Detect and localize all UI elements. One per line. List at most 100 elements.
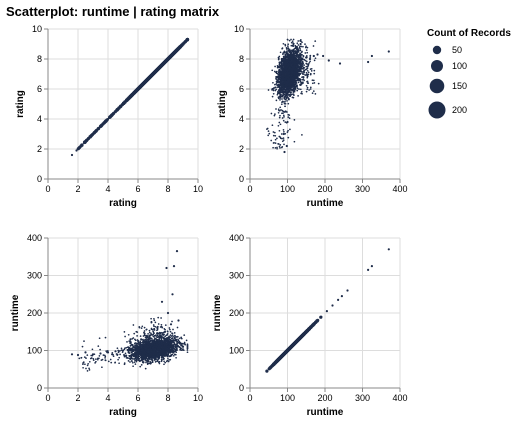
data-point <box>283 116 285 118</box>
data-point <box>285 50 288 53</box>
data-point <box>283 50 286 53</box>
data-point <box>279 123 282 126</box>
y-axis-title: rating <box>217 90 228 118</box>
data-point <box>299 79 302 82</box>
data-point <box>276 93 279 96</box>
data-point <box>276 147 278 150</box>
data-point <box>278 91 281 94</box>
data-point <box>283 102 286 105</box>
data-point <box>301 76 303 79</box>
data-point <box>276 137 278 140</box>
x-tick-label: 200 <box>317 184 332 194</box>
data-point <box>304 43 306 45</box>
data-point <box>299 70 301 73</box>
data-point <box>282 114 285 117</box>
data-point <box>287 43 290 46</box>
data-point <box>273 131 276 134</box>
data-point <box>306 74 309 76</box>
data-point <box>106 117 110 121</box>
data-point <box>296 87 299 90</box>
x-tick-label: 400 <box>392 184 407 194</box>
y-tick-label: 6 <box>37 84 42 94</box>
data-point <box>284 43 287 46</box>
data-point <box>287 45 289 47</box>
data-point <box>275 108 277 110</box>
data-point <box>274 113 276 115</box>
data-point <box>280 133 283 135</box>
data-point <box>301 54 303 56</box>
data-point <box>279 51 282 54</box>
data-point <box>272 146 274 149</box>
data-point <box>296 72 299 75</box>
y-tick-label: 4 <box>37 114 42 124</box>
data-point <box>133 90 137 94</box>
data-point <box>303 64 305 66</box>
point-cloud <box>76 37 190 151</box>
data-point <box>293 90 296 93</box>
data-point <box>277 70 280 72</box>
data-point <box>271 69 274 72</box>
y-tick-label: 8 <box>37 54 42 64</box>
data-point <box>297 95 299 97</box>
data-point <box>300 64 303 67</box>
data-point <box>297 79 300 82</box>
data-point <box>302 78 305 80</box>
data-point <box>280 146 283 149</box>
data-point <box>276 81 279 84</box>
data-point <box>288 93 291 96</box>
data-point <box>285 98 287 100</box>
data-point <box>277 58 280 61</box>
data-point <box>274 147 277 149</box>
data-point <box>278 77 281 79</box>
data-point <box>92 130 97 135</box>
y-tick-label: 4 <box>239 114 244 124</box>
data-point <box>313 69 316 72</box>
data-point <box>278 68 281 71</box>
data-point <box>142 81 146 85</box>
data-point <box>267 134 270 137</box>
data-point <box>311 79 314 82</box>
data-point <box>306 67 309 70</box>
data-point <box>299 55 302 57</box>
data-point <box>287 129 289 132</box>
data-point <box>280 103 283 106</box>
data-point <box>275 88 278 91</box>
data-point <box>178 45 182 49</box>
data-point <box>305 49 308 51</box>
data-point <box>305 45 307 48</box>
data-point <box>306 82 309 84</box>
data-point <box>81 143 84 146</box>
data-point <box>183 41 186 44</box>
data-point <box>266 127 269 130</box>
x-tick-label: 4 <box>105 184 110 194</box>
data-point <box>292 93 295 95</box>
data-point <box>279 106 282 109</box>
data-point <box>111 113 114 116</box>
x-axis-title: rating <box>109 198 137 209</box>
data-point <box>302 55 305 58</box>
data-point <box>313 82 316 84</box>
data-point <box>306 65 309 68</box>
data-point <box>295 82 298 84</box>
data-point <box>296 54 299 57</box>
data-point <box>274 142 277 144</box>
data-point <box>280 61 283 64</box>
data-point <box>283 71 285 74</box>
data-point <box>282 137 285 139</box>
data-point <box>115 108 119 112</box>
data-point <box>295 48 298 51</box>
data-point <box>174 50 177 53</box>
data-point <box>290 49 292 52</box>
data-point <box>282 42 285 45</box>
data-point <box>291 88 294 91</box>
data-point <box>305 74 307 77</box>
data-point <box>284 94 287 97</box>
data-point <box>90 134 93 137</box>
y-tick-label: 8 <box>239 54 244 64</box>
data-point <box>292 43 295 46</box>
data-point <box>297 81 300 84</box>
data-point <box>310 70 313 72</box>
data-point <box>277 73 280 76</box>
data-point <box>308 89 310 91</box>
data-point <box>281 101 283 104</box>
